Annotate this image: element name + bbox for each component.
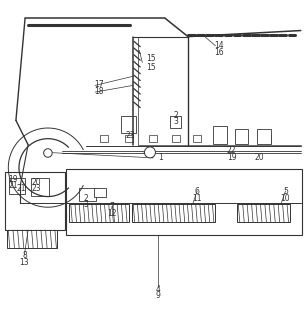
FancyBboxPatch shape (263, 135, 271, 142)
Text: 22: 22 (227, 146, 236, 156)
FancyBboxPatch shape (213, 126, 227, 144)
Text: 9: 9 (155, 291, 160, 300)
Text: 10: 10 (281, 194, 290, 203)
Text: 18: 18 (94, 87, 103, 96)
Text: 3: 3 (174, 117, 178, 126)
Text: 19: 19 (227, 153, 237, 162)
FancyBboxPatch shape (172, 135, 180, 142)
Text: 8: 8 (22, 251, 27, 260)
FancyBboxPatch shape (121, 116, 136, 133)
Text: 23: 23 (32, 184, 41, 193)
FancyBboxPatch shape (170, 116, 181, 128)
FancyBboxPatch shape (239, 135, 247, 142)
Text: 11: 11 (192, 194, 202, 203)
FancyBboxPatch shape (257, 129, 271, 144)
Circle shape (144, 147, 155, 158)
Text: 15: 15 (146, 54, 155, 63)
FancyBboxPatch shape (5, 172, 65, 230)
Text: 20: 20 (254, 153, 264, 162)
FancyBboxPatch shape (79, 188, 96, 201)
Text: 17: 17 (94, 80, 104, 89)
FancyBboxPatch shape (132, 204, 215, 222)
FancyBboxPatch shape (193, 135, 201, 142)
FancyBboxPatch shape (69, 204, 129, 222)
Text: 12: 12 (107, 209, 117, 218)
Text: 7: 7 (110, 202, 114, 211)
Text: 4: 4 (155, 285, 160, 294)
Text: 15: 15 (146, 63, 155, 72)
FancyBboxPatch shape (125, 135, 132, 142)
FancyBboxPatch shape (100, 135, 108, 142)
FancyBboxPatch shape (66, 169, 302, 235)
Text: 19: 19 (9, 175, 18, 184)
FancyBboxPatch shape (235, 129, 248, 144)
FancyBboxPatch shape (94, 188, 106, 196)
Text: 3: 3 (84, 200, 88, 209)
Text: 1: 1 (158, 153, 163, 162)
FancyBboxPatch shape (9, 178, 25, 194)
Text: 5: 5 (283, 187, 288, 196)
Text: 2: 2 (84, 194, 88, 203)
FancyBboxPatch shape (149, 135, 157, 142)
Text: 14: 14 (215, 41, 224, 50)
Text: 13: 13 (20, 258, 29, 267)
FancyBboxPatch shape (237, 204, 290, 222)
Text: 21: 21 (17, 184, 26, 193)
FancyBboxPatch shape (7, 230, 57, 248)
Text: 23: 23 (125, 131, 135, 140)
FancyBboxPatch shape (215, 135, 222, 142)
Text: 20: 20 (32, 178, 41, 187)
Circle shape (44, 149, 52, 157)
Text: 2: 2 (174, 111, 178, 120)
Text: 21: 21 (9, 181, 18, 190)
Text: 16: 16 (215, 48, 224, 57)
Text: 6: 6 (195, 187, 200, 196)
FancyBboxPatch shape (31, 178, 50, 196)
